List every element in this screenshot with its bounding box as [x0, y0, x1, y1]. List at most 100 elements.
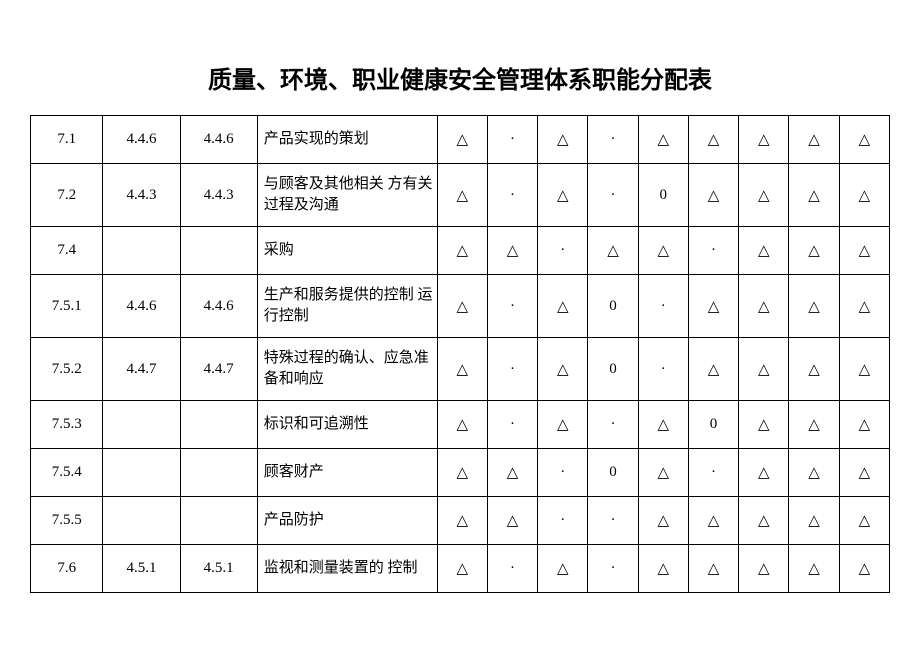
symbol-cell: △	[638, 227, 688, 275]
description-cell: 标识和可追溯性	[257, 401, 437, 449]
symbol-cell: ·	[487, 338, 537, 401]
code-cell: 7.6	[31, 545, 103, 593]
table-row: 7.5.14.4.64.4.6生产和服务提供的控制 运行控制△·△0·△△△△	[31, 275, 890, 338]
symbol-cell: △	[538, 275, 588, 338]
table-row: 7.5.24.4.74.4.7特殊过程的确认、应急准备和响应△·△0·△△△△	[31, 338, 890, 401]
symbol-cell: ·	[487, 116, 537, 164]
symbol-cell: 0	[638, 164, 688, 227]
symbol-cell: △	[638, 449, 688, 497]
symbol-cell: 0	[688, 401, 738, 449]
symbol-cell: △	[688, 545, 738, 593]
code-cell: 7.5.3	[31, 401, 103, 449]
code-cell: 4.4.7	[103, 338, 180, 401]
allocation-table: 7.14.4.64.4.6产品实现的策划△·△·△△△△△7.24.4.34.4…	[30, 115, 890, 593]
symbol-cell: ·	[487, 545, 537, 593]
symbol-cell: △	[437, 497, 487, 545]
symbol-cell: △	[538, 401, 588, 449]
symbol-cell: △	[839, 449, 889, 497]
symbol-cell: △	[437, 338, 487, 401]
symbol-cell: △	[839, 401, 889, 449]
symbol-cell: △	[638, 497, 688, 545]
symbol-cell: △	[437, 227, 487, 275]
symbol-cell: △	[437, 401, 487, 449]
symbol-cell: △	[789, 545, 839, 593]
table-row: 7.5.5产品防护△△··△△△△△	[31, 497, 890, 545]
table-row: 7.64.5.14.5.1监视和测量装置的 控制△·△·△△△△△	[31, 545, 890, 593]
description-cell: 与顾客及其他相关 方有关过程及沟通	[257, 164, 437, 227]
code-cell	[180, 401, 257, 449]
symbol-cell: 0	[588, 338, 638, 401]
symbol-cell: ·	[588, 401, 638, 449]
symbol-cell: ·	[538, 227, 588, 275]
symbol-cell: △	[839, 497, 889, 545]
symbol-cell: ·	[588, 545, 638, 593]
description-cell: 监视和测量装置的 控制	[257, 545, 437, 593]
symbol-cell: △	[789, 164, 839, 227]
symbol-cell: △	[839, 338, 889, 401]
code-cell: 7.4	[31, 227, 103, 275]
symbol-cell: ·	[588, 116, 638, 164]
symbol-cell: △	[588, 227, 638, 275]
code-cell: 7.5.2	[31, 338, 103, 401]
code-cell: 4.4.6	[180, 116, 257, 164]
code-cell: 7.5.5	[31, 497, 103, 545]
code-cell: 4.5.1	[103, 545, 180, 593]
code-cell: 4.4.6	[103, 275, 180, 338]
symbol-cell: △	[839, 164, 889, 227]
symbol-cell: ·	[588, 164, 638, 227]
symbol-cell: 0	[588, 449, 638, 497]
code-cell: 7.1	[31, 116, 103, 164]
symbol-cell: △	[789, 227, 839, 275]
symbol-cell: 0	[588, 275, 638, 338]
code-cell	[103, 401, 180, 449]
table-row: 7.5.4顾客财产△△·0△·△△△	[31, 449, 890, 497]
symbol-cell: ·	[588, 497, 638, 545]
symbol-cell: ·	[487, 164, 537, 227]
table-row: 7.14.4.64.4.6产品实现的策划△·△·△△△△△	[31, 116, 890, 164]
symbol-cell: △	[839, 275, 889, 338]
symbol-cell: △	[739, 275, 789, 338]
description-cell: 产品防护	[257, 497, 437, 545]
description-cell: 采购	[257, 227, 437, 275]
symbol-cell: △	[437, 545, 487, 593]
symbol-cell: △	[638, 545, 688, 593]
symbol-cell: △	[789, 449, 839, 497]
symbol-cell: △	[437, 449, 487, 497]
code-cell	[180, 227, 257, 275]
symbol-cell: △	[739, 449, 789, 497]
table-row: 7.5.3标识和可追溯性△·△·△0△△△	[31, 401, 890, 449]
code-cell: 4.5.1	[180, 545, 257, 593]
page-title: 质量、环境、职业健康安全管理体系职能分配表	[30, 60, 890, 95]
symbol-cell: △	[688, 497, 738, 545]
symbol-cell: △	[739, 401, 789, 449]
code-cell	[180, 449, 257, 497]
symbol-cell: ·	[487, 401, 537, 449]
symbol-cell: △	[688, 338, 738, 401]
symbol-cell: △	[437, 275, 487, 338]
code-cell: 4.4.6	[103, 116, 180, 164]
symbol-cell: △	[538, 164, 588, 227]
table-row: 7.4采购△△·△△·△△△	[31, 227, 890, 275]
code-cell: 4.4.3	[180, 164, 257, 227]
symbol-cell: △	[739, 164, 789, 227]
symbol-cell: △	[487, 449, 537, 497]
description-cell: 特殊过程的确认、应急准备和响应	[257, 338, 437, 401]
symbol-cell: △	[839, 227, 889, 275]
symbol-cell: △	[789, 116, 839, 164]
symbol-cell: △	[487, 227, 537, 275]
code-cell: 4.4.6	[180, 275, 257, 338]
code-cell: 7.5.4	[31, 449, 103, 497]
symbol-cell: ·	[538, 449, 588, 497]
symbol-cell: △	[789, 401, 839, 449]
symbol-cell: △	[638, 116, 688, 164]
description-cell: 生产和服务提供的控制 运行控制	[257, 275, 437, 338]
symbol-cell: △	[739, 116, 789, 164]
symbol-cell: △	[839, 545, 889, 593]
description-cell: 产品实现的策划	[257, 116, 437, 164]
code-cell: 4.4.3	[103, 164, 180, 227]
symbol-cell: ·	[638, 275, 688, 338]
symbol-cell: △	[739, 338, 789, 401]
code-cell: 7.2	[31, 164, 103, 227]
symbol-cell: △	[538, 545, 588, 593]
symbol-cell: △	[839, 116, 889, 164]
